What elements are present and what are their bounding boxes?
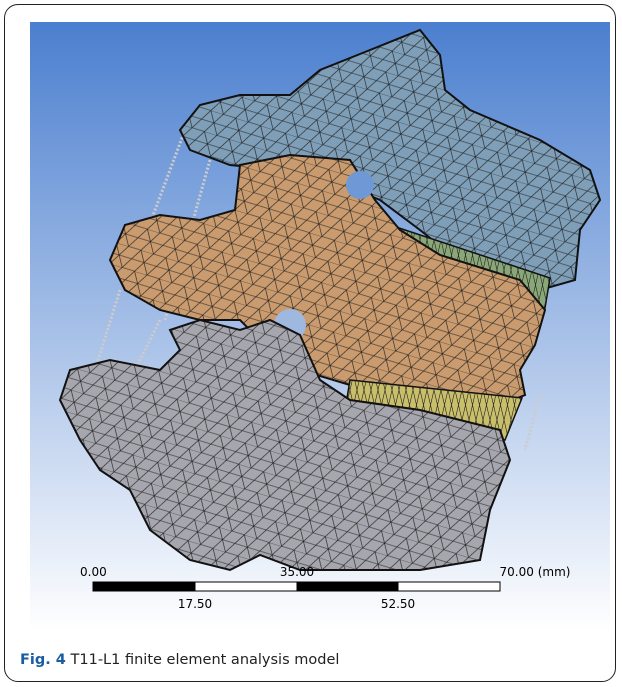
scale-label: 70.00 (mm)	[500, 565, 571, 579]
scale-bar: 0.00 35.00 70.00 (mm) 17.50 52.50	[80, 565, 570, 611]
caption-label: Fig. 4	[20, 652, 66, 668]
caption: Fig. 4 T11-L1 finite element analysis mo…	[20, 652, 339, 668]
figure-image: 0.00 35.00 70.00 (mm) 17.50 52.50	[30, 22, 610, 632]
scale-label: 0.00	[80, 565, 107, 579]
scale-label: 52.50	[381, 597, 415, 611]
caption-text: T11-L1 finite element analysis model	[70, 652, 340, 668]
scale-label: 35.00	[280, 565, 314, 579]
vertebra-t12	[108, 153, 547, 407]
vertebra-l1	[58, 318, 512, 572]
figure-frame	[4, 4, 616, 682]
ligaments	[93, 129, 542, 451]
scale-label: 17.50	[178, 597, 212, 611]
